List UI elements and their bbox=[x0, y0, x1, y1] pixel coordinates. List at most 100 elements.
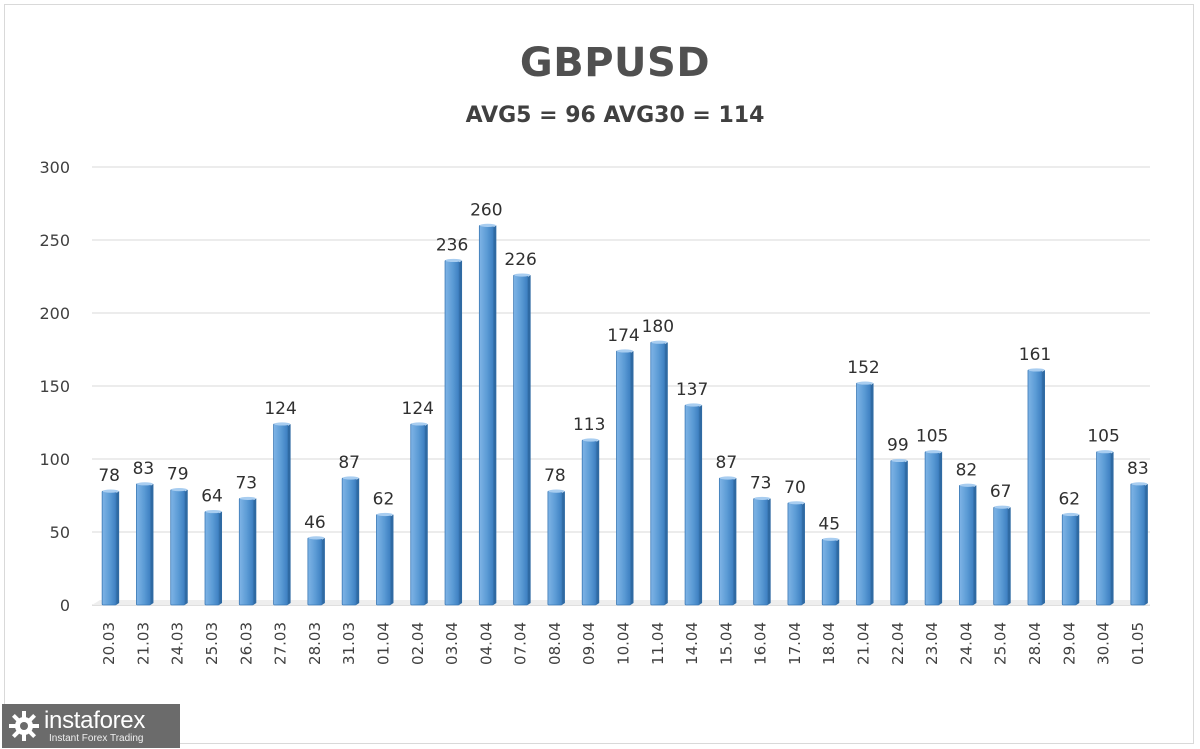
x-tick-label: 09.04 bbox=[580, 622, 598, 665]
data-label: 99 bbox=[887, 435, 909, 455]
bar-top bbox=[719, 476, 736, 480]
x-tick-label: 14.04 bbox=[683, 622, 701, 665]
y-tick-label: 0 bbox=[60, 596, 70, 615]
data-label: 73 bbox=[750, 473, 772, 493]
bar-top bbox=[617, 349, 633, 353]
bar-top bbox=[445, 258, 462, 263]
bar-side bbox=[1144, 483, 1148, 605]
x-tick-label: 18.04 bbox=[820, 622, 838, 665]
bar-top bbox=[274, 422, 291, 426]
x-tick-label: 27.03 bbox=[272, 622, 290, 665]
bar-side bbox=[493, 225, 497, 605]
y-axis: 0 50 100 150 200 250 300 bbox=[39, 158, 70, 615]
bar-top bbox=[205, 509, 222, 514]
bar-top bbox=[891, 458, 908, 463]
bar-top bbox=[376, 512, 393, 517]
bar bbox=[136, 483, 151, 606]
bar-top bbox=[754, 496, 771, 501]
bar-top bbox=[685, 403, 702, 407]
x-tick-label: 08.04 bbox=[546, 622, 564, 665]
data-label: 236 bbox=[436, 235, 468, 255]
bar-side bbox=[904, 460, 908, 605]
x-tick-label: 16.04 bbox=[752, 622, 770, 665]
bar-side bbox=[527, 275, 531, 605]
bar bbox=[478, 224, 494, 606]
bar-top bbox=[308, 536, 325, 540]
x-tick-label: 25.04 bbox=[992, 622, 1010, 665]
bar bbox=[341, 477, 357, 606]
x-tick-label: 20.03 bbox=[100, 622, 118, 665]
bar bbox=[1130, 483, 1146, 606]
bar-side bbox=[321, 537, 325, 605]
bar-side bbox=[596, 440, 600, 605]
bar-side bbox=[116, 491, 120, 605]
logo-tagline: Instant Forex Trading bbox=[49, 733, 144, 744]
chart-title: GBPUSD bbox=[519, 40, 711, 86]
bar-top bbox=[1097, 450, 1114, 454]
bar bbox=[273, 423, 288, 606]
bar bbox=[513, 274, 529, 606]
bar bbox=[1096, 451, 1111, 606]
bar-top bbox=[411, 422, 428, 426]
bar-top bbox=[788, 501, 805, 505]
data-label: 260 bbox=[470, 200, 502, 220]
x-tick-label: 02.04 bbox=[409, 622, 427, 665]
bar-side bbox=[801, 502, 805, 605]
x-tick-label: 15.04 bbox=[717, 622, 735, 665]
bar-top bbox=[959, 483, 976, 487]
bar-side bbox=[424, 423, 428, 605]
x-tick-label: 04.04 bbox=[477, 622, 495, 665]
bar bbox=[890, 460, 906, 606]
bar bbox=[993, 506, 1009, 606]
bar-side bbox=[184, 489, 188, 605]
data-label: 79 bbox=[167, 465, 189, 485]
x-tick-label: 21.03 bbox=[134, 622, 152, 665]
bar-top bbox=[1131, 482, 1148, 486]
bars bbox=[101, 223, 1148, 606]
data-label: 64 bbox=[201, 487, 223, 507]
x-tick-label: 26.03 bbox=[237, 622, 255, 665]
bar-side bbox=[699, 404, 703, 605]
bar-side bbox=[390, 514, 394, 605]
data-label: 124 bbox=[264, 399, 296, 419]
bar bbox=[650, 341, 666, 606]
data-label: 67 bbox=[990, 482, 1012, 502]
bar-top bbox=[651, 340, 668, 344]
bar bbox=[753, 498, 769, 606]
bar-side bbox=[253, 498, 257, 605]
bar-side bbox=[561, 491, 565, 605]
data-label: 137 bbox=[676, 380, 708, 400]
x-axis: 20.03 21.03 24.03 25.03 26.03 27.03 28.03 31.03… bbox=[100, 622, 1147, 665]
bar-top bbox=[479, 223, 496, 227]
data-label: 62 bbox=[1058, 489, 1080, 509]
bar bbox=[1027, 369, 1043, 606]
x-tick-label: 01.04 bbox=[374, 622, 392, 665]
bar-top bbox=[857, 381, 874, 385]
bar-side bbox=[1007, 507, 1011, 605]
y-tick-label: 250 bbox=[39, 231, 70, 250]
data-label: 161 bbox=[1019, 345, 1051, 365]
bar bbox=[101, 490, 117, 606]
bar-side bbox=[1110, 451, 1114, 605]
data-label: 87 bbox=[716, 453, 738, 473]
bar bbox=[170, 489, 186, 606]
bar-side bbox=[630, 350, 634, 605]
chart-subtitle: AVG5 = 96 AVG30 = 114 bbox=[465, 103, 765, 128]
bar-side bbox=[1076, 514, 1080, 605]
x-tick-label: 22.04 bbox=[889, 622, 907, 665]
chart-frame bbox=[4, 4, 1194, 744]
bar-top bbox=[1062, 512, 1079, 517]
y-tick-label: 150 bbox=[39, 377, 70, 396]
data-label: 78 bbox=[98, 466, 120, 486]
x-tick-label: 24.03 bbox=[169, 622, 187, 665]
x-tick-label: 01.05 bbox=[1129, 622, 1147, 665]
data-label: 180 bbox=[642, 317, 674, 337]
bar-side bbox=[1041, 369, 1045, 605]
bar-side bbox=[150, 483, 154, 605]
bar-side bbox=[219, 511, 223, 605]
bar bbox=[924, 451, 940, 606]
bar-side bbox=[870, 383, 874, 605]
bar-side bbox=[356, 477, 360, 605]
